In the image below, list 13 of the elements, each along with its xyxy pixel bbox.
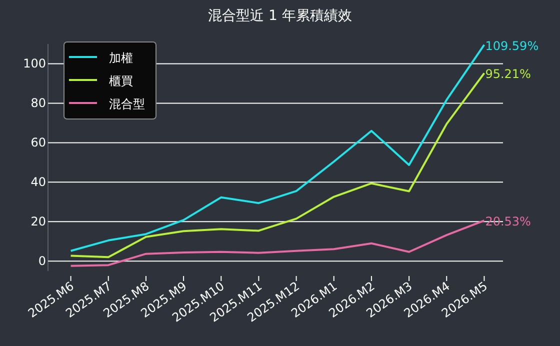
data-label: 109.59% xyxy=(485,38,539,53)
y-tick-label: 60 xyxy=(30,136,46,150)
chart-title: 混合型近 1 年累積績效 xyxy=(208,8,352,24)
y-tick-label: 100 xyxy=(23,56,46,71)
y-tick-label: 80 xyxy=(30,96,46,110)
legend-label: 櫃買 xyxy=(109,74,133,88)
y-tick-label: 40 xyxy=(30,175,46,190)
legend-label: 加權 xyxy=(109,51,133,65)
data-label: 20.53% xyxy=(485,214,531,229)
y-tick-label: 0 xyxy=(38,254,46,268)
data-label: 95.21% xyxy=(485,67,531,82)
y-tick-label: 20 xyxy=(30,214,46,229)
legend-label: 混合型 xyxy=(109,97,145,111)
